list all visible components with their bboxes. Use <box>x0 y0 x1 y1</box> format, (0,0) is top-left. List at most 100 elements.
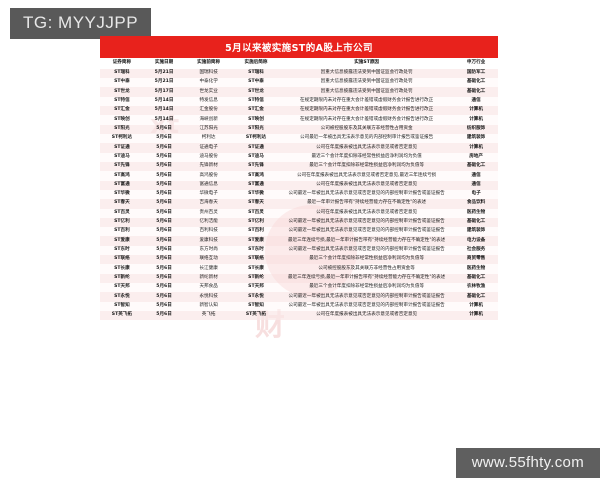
cell-date: 5月6日 <box>156 284 172 290</box>
cell-name-after: ST新纶 <box>248 274 264 280</box>
cell-date: 5月14日 <box>154 98 174 103</box>
cell-date: 5月6日 <box>156 125 172 131</box>
table-row: ST映创 5月14日 海峡创新 ST映创 在规定期限内未对存在重大会计差错或虚假财务会计… <box>100 115 498 125</box>
cell-code: ST东时 <box>114 247 130 252</box>
cell-industry: 房地产 <box>469 153 483 159</box>
cell-name-before: 新纶新材 <box>199 274 218 280</box>
cell-name-before: 吉海春天 <box>199 200 218 206</box>
cell-code: ST瑞科 <box>114 70 130 76</box>
table-body: ST瑞科 5月21日 国瑞科技 ST瑞科 因重大信息披露违法受到中国证监会行政处罚 国防军… <box>100 68 498 321</box>
cell-reason: 最近三个会计年度扣除非经常性损益后净利润均为负值等 <box>309 256 425 262</box>
cell-date: 5月6日 <box>156 256 172 262</box>
cell-reason: 最近三年连续亏损,最近一年审计报告带有"持续经营能力存在不确定性"的表述 <box>287 237 446 243</box>
cell-industry: 医药生物 <box>466 265 486 271</box>
cell-name-after: ST柯利达 <box>245 135 267 141</box>
cell-name-after: ST爱康 <box>248 237 264 243</box>
table-row: ST新纶 5月6日 新纶新材 ST新纶 最近三年连续亏损,最近一年审计报告带有"持续经营… <box>100 273 498 283</box>
cell-industry: 社会服务 <box>466 247 486 252</box>
table-row: ST富通 5月6日 富通信息 ST富通 公司在年度报表被出具无法表示意见或者否定意见 通信 <box>100 180 498 190</box>
cell-date: 5月6日 <box>156 228 172 234</box>
cell-name-before: 永悦科技 <box>199 293 218 299</box>
table-row: ST天邦 5月6日 天邦食品 ST天邦 最近三个会计年度扣除非经常性损益后净利润均为负值… <box>100 283 498 293</box>
cell-reason: 最近三个会计年度扣除非经常性损益后净利润均为负值等 <box>309 284 425 290</box>
cell-industry: 基础化工 <box>466 293 486 299</box>
cell-code: ST新纶 <box>114 274 130 280</box>
table-row: ST证通 5月6日 证通电子 ST证通 公司在年度报表被出具无法表示意见或者否定意见 计算… <box>100 143 498 153</box>
cell-name-after: ST汇金 <box>248 107 264 113</box>
cell-name-after: ST瑞科 <box>248 70 264 76</box>
table-row: ST英飞拓 5月6日 英飞拓 ST英飞拓 公司在年度报表被出具无法表示意见或者否定意见 计… <box>100 310 498 321</box>
cell-name-before: 海峡创新 <box>199 116 218 122</box>
table-row: ST汇金 5月14日 汇金股份 ST汇金 在规定期限内未对存在重大会计差错或虚假财务会计… <box>100 106 498 116</box>
cell-name-after: ST长康 <box>248 265 264 271</box>
cell-name-after: ST证通 <box>248 144 264 150</box>
cell-date: 5月14日 <box>154 116 174 122</box>
cell-code: ST先锋 <box>114 163 130 169</box>
cell-date: 5月6日 <box>156 135 172 141</box>
cell-code: ST百灵 <box>114 209 130 215</box>
cell-code: ST中泰 <box>114 79 130 85</box>
cell-code: ST永悦 <box>114 293 130 299</box>
table-title: 5月以来被实施ST的A股上市公司 <box>100 36 498 58</box>
cell-reason: 在规定期限内未对存在重大会计差错或虚假财务会计报告进行改正 <box>300 98 434 103</box>
cell-name-before: 汇金股份 <box>199 107 218 113</box>
cell-industry: 基础化工 <box>466 163 486 169</box>
cell-date: 5月6日 <box>156 181 172 187</box>
cell-code: ST智知 <box>114 302 130 308</box>
cell-name-after: ST联络 <box>248 256 264 262</box>
st-company-table: 证券简称 实施日期 实施前简称 实施后简称 实施ST原因 申万行业 ST瑞科 5月… <box>100 58 498 321</box>
cell-code: ST映创 <box>114 116 130 122</box>
table-row: ST联络 5月6日 联络互动 ST联络 最近三个会计年度扣除非经常性损益后净利润均为负值… <box>100 255 498 265</box>
header-code: 证券简称 <box>100 58 144 69</box>
cell-code: ST阳光 <box>114 125 130 131</box>
cell-reason: 公司最近一年被出具无法表示意见或否定意见的内部控制审计报告或鉴证报告 <box>288 191 445 197</box>
cell-code: ST特信 <box>114 98 130 103</box>
cell-date: 5月6日 <box>156 209 172 215</box>
cell-industry: 基础化工 <box>466 79 486 85</box>
cell-date: 5月6日 <box>156 237 172 243</box>
cell-date: 5月6日 <box>156 153 172 159</box>
cell-name-after: ST智知 <box>248 302 264 308</box>
cell-date: 5月21日 <box>154 79 174 85</box>
cell-reason: 公司被控股股东及其关联方非经营性占用资金等 <box>318 265 415 271</box>
cell-reason: 公司最近一年被出具无法表示意见或否定意见的内部控制审计报告或鉴证报告 <box>288 302 445 308</box>
table-row: ST百利 5月6日 百利科技 ST百利 公司最近一年被出具无法表示意见或否定意见的内部控… <box>100 227 498 237</box>
table-row: ST百灵 5月6日 贵州百灵 ST百灵 公司在年度报表被出具无法表示意见或者否定意见 医药… <box>100 208 498 218</box>
cell-date: 5月21日 <box>154 70 174 76</box>
cell-code: ST春天 <box>114 200 130 206</box>
cell-name-after: ST东时 <box>248 247 264 252</box>
cell-reason: 公司在年度报表被出具无法表示意见或者否定意见 <box>316 181 418 187</box>
cell-name-after: ST百灵 <box>248 209 264 215</box>
cell-code: ST亿利 <box>114 219 130 225</box>
table-row: ST爱康 5月6日 爱康科技 ST爱康 最近三年连续亏损,最近一年审计报告带有"持续经营… <box>100 236 498 246</box>
site-watermark: www.55fhty.com <box>455 448 600 478</box>
cell-date: 5月6日 <box>156 265 172 271</box>
cell-industry: 计算机 <box>469 116 483 122</box>
cell-reason: 最近一年审计报告带有"持续经营能力存在不确定性"的表述 <box>307 200 427 206</box>
cell-name-before: 东方时尚 <box>199 247 218 252</box>
table-row: ST瑞科 5月21日 国瑞科技 ST瑞科 因重大信息披露违法受到中国证监会行政处罚 国防军… <box>100 68 498 79</box>
cell-industry: 通信 <box>471 98 481 103</box>
cell-date: 5月6日 <box>156 219 172 225</box>
cell-code: ST证通 <box>114 144 130 150</box>
cell-name-after: ST迪马 <box>248 153 264 159</box>
cell-date: 5月6日 <box>156 312 172 318</box>
cell-reason: 最近三年连续亏损,最近一年审计报告带有"持续经营能力存在不确定性"的表述 <box>287 274 446 280</box>
cell-date: 5月6日 <box>156 247 172 252</box>
cell-date: 5月6日 <box>156 172 172 178</box>
cell-name-after: ST英飞拓 <box>245 312 267 318</box>
cell-reason: 公司被控股股东及其关联方非经营性占用资金 <box>320 125 413 131</box>
cell-industry: 建筑装饰 <box>466 135 486 141</box>
cell-name-after: ST百利 <box>248 228 264 234</box>
cell-name-after: ST富通 <box>248 181 264 187</box>
cell-name-after: ST先锋 <box>248 163 264 169</box>
table-row: ST华微 5月6日 华微电子 ST华微 公司最近一年被出具无法表示意见或否定意见的内部控… <box>100 189 498 200</box>
cell-name-after: ST华微 <box>248 191 264 197</box>
cell-reason: 因重大信息披露违法受到中国证监会行政处罚 <box>320 79 413 85</box>
cell-name-before: 中泰化学 <box>199 79 218 85</box>
cell-name-before: 迪马股份 <box>199 153 218 159</box>
cell-reason: 因重大信息披露违法受到中国证监会行政处罚 <box>320 88 413 94</box>
cell-name-after: ST特信 <box>248 98 264 103</box>
cell-name-after: ST中泰 <box>248 79 264 85</box>
cell-code: ST柯利达 <box>111 135 132 141</box>
